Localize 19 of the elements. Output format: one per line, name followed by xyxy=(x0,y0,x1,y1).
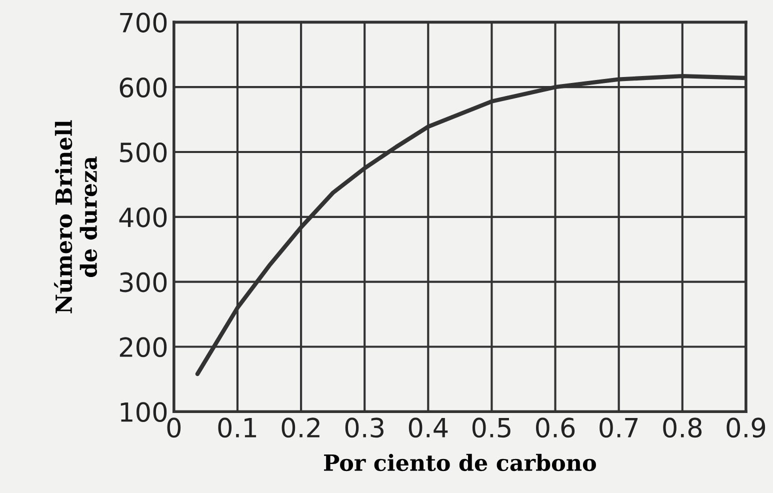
x-tick-label: 0.5 xyxy=(472,418,510,438)
y-tick-label: 400 xyxy=(119,207,167,228)
x-tick-label: 0.3 xyxy=(345,418,384,438)
y-tick-label: 500 xyxy=(120,142,167,162)
x-tick-label: 0.1 xyxy=(218,418,256,438)
x-tick-label: 0.4 xyxy=(408,418,448,438)
x-axis-title: Por ciento de carbono xyxy=(324,454,596,472)
x-tick-label: 0 xyxy=(167,418,181,438)
x-tick-label: 0.6 xyxy=(536,418,575,438)
y-tick-label: 300 xyxy=(120,272,167,292)
y-tick-label: 700 xyxy=(120,12,167,33)
y-tick-label: 200 xyxy=(120,337,167,358)
y-tick-label: 100 xyxy=(120,402,167,422)
y-axis-title: Número Brinell de dureza xyxy=(54,120,98,314)
x-tick-label: 0.9 xyxy=(726,418,766,438)
x-tick-label: 0.7 xyxy=(600,418,638,438)
x-tick-label: 0.8 xyxy=(663,418,702,438)
x-tick-label: 0.2 xyxy=(282,418,320,438)
y-tick-label: 600 xyxy=(120,78,167,98)
